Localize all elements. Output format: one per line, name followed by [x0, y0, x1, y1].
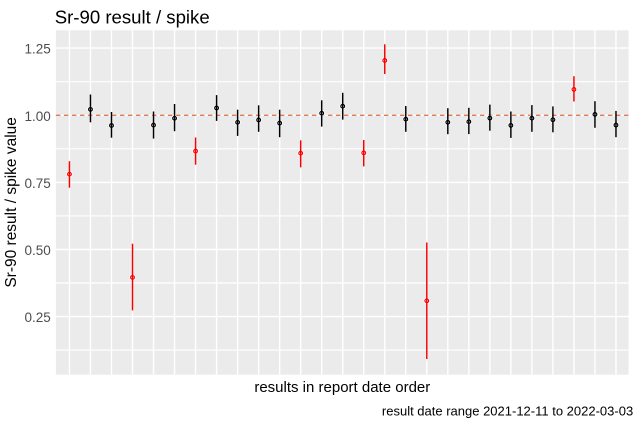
- svg-text:1.25: 1.25: [25, 42, 51, 57]
- svg-text:result date range 2021-12-11 t: result date range 2021-12-11 to 2022-03-…: [382, 404, 633, 419]
- svg-text:Sr-90 result / spike: Sr-90 result / spike: [55, 6, 210, 27]
- svg-text:1.00: 1.00: [25, 109, 51, 124]
- svg-text:Sr-90 result / spike value: Sr-90 result / spike value: [3, 117, 20, 288]
- svg-text:0.50: 0.50: [25, 243, 51, 258]
- svg-text:0.25: 0.25: [25, 310, 51, 325]
- svg-text:0.75: 0.75: [25, 176, 51, 191]
- svg-text:results in report date order: results in report date order: [254, 379, 430, 396]
